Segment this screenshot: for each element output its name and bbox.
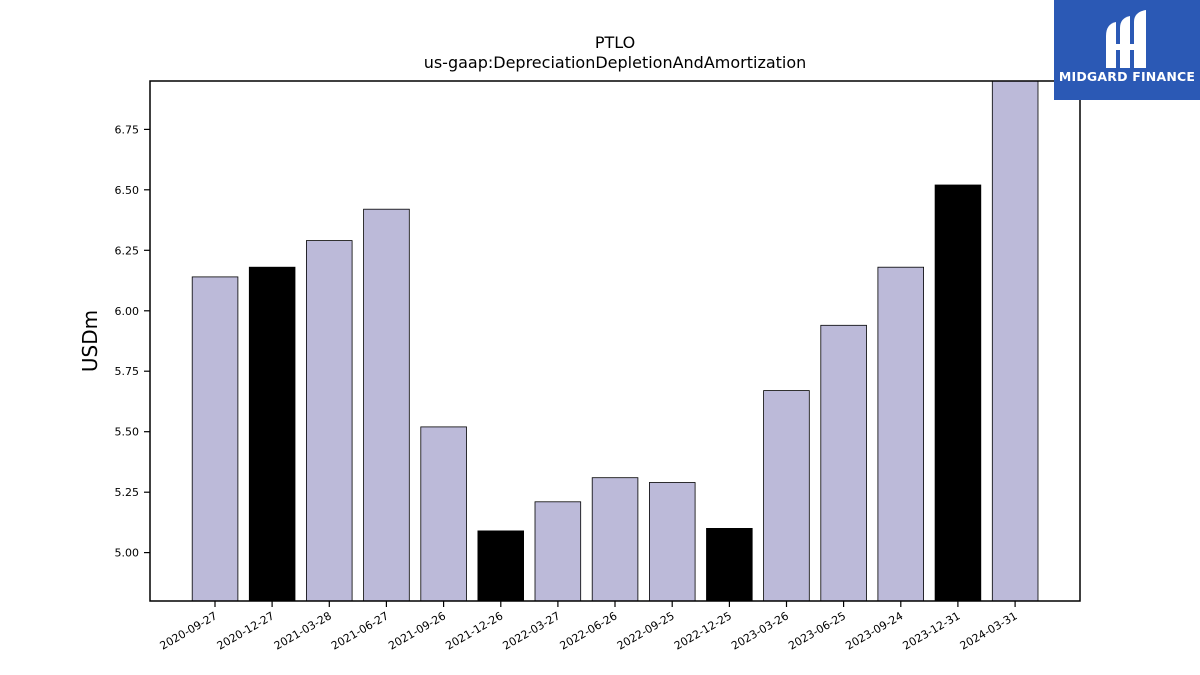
x-tick-label: 2022-12-25	[672, 609, 734, 652]
x-tick-label: 2021-09-26	[386, 609, 448, 652]
x-tick-label: 2022-09-25	[615, 609, 677, 652]
bar-2021-03-28	[305, 240, 353, 602]
bar-2022-03-27	[534, 501, 582, 602]
bar-2022-12-25	[706, 528, 753, 602]
midgard-logo-icon	[1106, 10, 1146, 68]
bar-2023-09-24	[877, 266, 925, 602]
bar-2024-03-31	[991, 80, 1039, 602]
y-tick-label: 6.75	[115, 123, 140, 136]
logo-text: MIDGARD FINANCE	[1058, 69, 1196, 84]
x-tick-label: 2024-03-31	[958, 609, 1020, 652]
bar-2021-09-26	[420, 426, 467, 602]
y-tick-label: 6.00	[115, 305, 140, 318]
x-tick-label: 2023-12-31	[901, 609, 963, 652]
y-tick-label: 5.50	[115, 426, 140, 439]
x-tick-label: 2020-09-27	[158, 609, 220, 652]
x-tick-label: 2023-06-25	[786, 609, 848, 652]
x-tick-label: 2023-03-26	[729, 609, 791, 652]
bar-2021-12-26	[477, 530, 524, 602]
x-tick-label: 2021-12-26	[443, 609, 505, 652]
y-tick-label: 5.00	[115, 547, 140, 560]
y-tick-label: 5.25	[115, 486, 140, 499]
x-tick-label: 2022-06-26	[558, 609, 620, 652]
x-tick-label: 2020-12-27	[215, 609, 277, 652]
bar-2022-06-26	[591, 477, 639, 602]
chart-title: PTLO	[595, 33, 635, 52]
x-tick-label: 2023-09-24	[843, 609, 905, 652]
x-tick-label: 2021-06-27	[329, 609, 391, 652]
bar-2022-09-25	[649, 482, 696, 602]
y-axis: 5.00 5.25 5.50 5.75 6.00 6.25 6.50 6.75	[115, 123, 150, 560]
bar-2020-12-27	[248, 266, 296, 602]
bar-2021-06-27	[363, 208, 410, 602]
y-tick-label: 6.25	[115, 244, 140, 257]
x-tick-label: 2022-03-27	[501, 609, 563, 652]
y-axis-label: USDm	[78, 310, 102, 372]
bar-2020-09-27	[191, 276, 239, 602]
x-tick-label: 2021-03-28	[272, 609, 334, 652]
bar-2023-12-31	[934, 184, 982, 602]
y-tick-label: 5.75	[115, 365, 140, 378]
bar-2023-06-25	[820, 324, 867, 602]
bars	[191, 80, 1039, 602]
plot-frame	[149, 80, 1081, 602]
chart-subtitle: us-gaap:DepreciationDepletionAndAmortiza…	[424, 53, 807, 72]
midgard-finance-logo: MIDGARD FINANCE	[1054, 0, 1200, 100]
y-tick-label: 6.50	[115, 184, 140, 197]
x-axis: 2020-09-272020-12-272021-03-282021-06-27…	[158, 601, 1020, 653]
bar-2023-03-26	[763, 390, 810, 602]
